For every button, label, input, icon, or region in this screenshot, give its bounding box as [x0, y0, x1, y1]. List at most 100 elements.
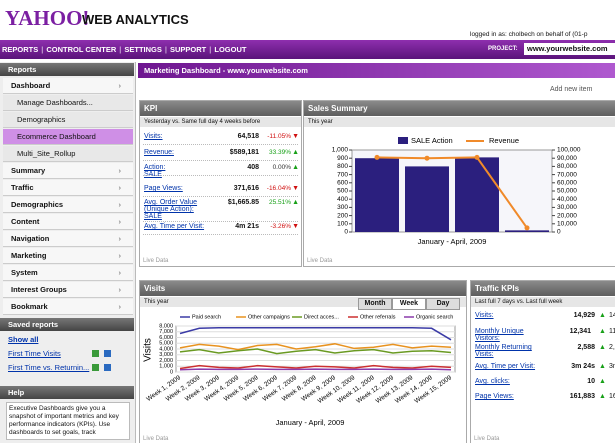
- kpi-value: 14,929: [573, 312, 595, 319]
- nav-item[interactable]: CONTROL CENTER: [46, 45, 117, 54]
- tab[interactable]: Day: [426, 298, 460, 310]
- panel-subtitle: This year: [304, 117, 615, 127]
- y-tick-label: 200: [337, 212, 348, 219]
- y2-tick-label: 100,000: [557, 147, 581, 154]
- kpi-previous: 2,: [609, 344, 615, 351]
- trend-icon: ▲: [599, 393, 606, 400]
- y2-tick-label: 40,000: [557, 196, 577, 203]
- kpi-label[interactable]: Visits:: [475, 312, 494, 319]
- project-label: PROJECT:: [488, 46, 518, 52]
- kpi-label[interactable]: Monthly Returning Visits:: [475, 344, 532, 358]
- menu-item[interactable]: Traffic ›: [3, 180, 133, 196]
- kpi-label[interactable]: Visits:: [144, 133, 163, 140]
- trend-icon: ▲: [292, 199, 299, 206]
- kpi-value: 371,616: [233, 185, 259, 192]
- menu-item[interactable]: Bookmark ›: [3, 299, 133, 315]
- panel-title: Traffic KPIs: [471, 281, 615, 296]
- kpi-label[interactable]: Page Views:: [144, 185, 183, 192]
- menu-item[interactable]: Multi_Site_Rollup: [3, 146, 133, 162]
- panel-subtitle: Last full 7 days vs. Last full week: [471, 297, 615, 307]
- nav-menu: REPORTS | CONTROL CENTER | SETTINGS | SUPPORT |…: [2, 45, 247, 54]
- tab[interactable]: Week: [392, 298, 426, 310]
- y-tick-label: 0: [344, 229, 348, 236]
- row-line: [143, 175, 298, 176]
- project-select[interactable]: www.yourwebsite.com: [524, 43, 615, 55]
- y-tick-label: 500: [337, 188, 348, 195]
- legend-label: Organic search: [416, 314, 453, 320]
- menu-item[interactable]: Marketing ›: [3, 248, 133, 264]
- menu-item[interactable]: Demographics ›: [3, 197, 133, 213]
- y-tick-label: 300: [337, 204, 348, 211]
- nav-item[interactable]: SUPPORT: [169, 45, 207, 54]
- nav-item[interactable]: REPORTS: [2, 45, 39, 54]
- saved-report[interactable]: First Time vs. Returnin...: [8, 363, 90, 372]
- legend-label: Revenue: [489, 136, 519, 145]
- menu-item[interactable]: Summary ›: [3, 163, 133, 179]
- menu-item[interactable]: Dashboard ›: [3, 78, 133, 94]
- kpi-change: 25.51%: [268, 199, 291, 206]
- kpi-previous: 14,: [609, 312, 615, 319]
- kpi-label[interactable]: Avg. Time per Visit:: [144, 223, 205, 230]
- panel-subtitle: Yesterday vs. Same full day 4 weeks befo…: [140, 117, 301, 127]
- y2-tick-label: 80,000: [557, 163, 577, 170]
- logo: YAHOO!: [5, 6, 90, 30]
- kpi-label[interactable]: Avg. clicks:: [475, 378, 510, 385]
- legend-swatch: [398, 137, 408, 144]
- trend-icon: ▲: [599, 378, 606, 385]
- menu-item[interactable]: Ecommerce Dashboard: [3, 129, 133, 145]
- row-line: [143, 221, 298, 222]
- line: [179, 326, 452, 341]
- bar: [405, 166, 449, 232]
- product-name: WEB ANALYTICS: [82, 12, 189, 27]
- y-tick-label: 6,000: [159, 335, 173, 341]
- panel-footer: Live Data: [143, 436, 169, 442]
- kpi-value: 4m 21s: [235, 223, 259, 230]
- kpi-label[interactable]: Monthly Unique Visitors:: [475, 328, 524, 342]
- kpi-label[interactable]: Action: SALE: [144, 164, 166, 178]
- legend-label: Direct acces...: [304, 314, 339, 320]
- kpi-label[interactable]: Avg. Order Value (Unique Action): SALE: [144, 199, 198, 220]
- menu-item[interactable]: Manage Dashboards...: [3, 95, 133, 111]
- saved-report[interactable]: First Time Visits: [8, 349, 61, 358]
- kpi-panel: KPI Yesterday vs. Same full day 4 weeks …: [139, 100, 302, 267]
- icon: [92, 364, 99, 371]
- icon: [104, 350, 111, 357]
- saved-report[interactable]: Show all: [8, 335, 39, 344]
- menu-item[interactable]: System ›: [3, 265, 133, 281]
- y-tick-label: 600: [337, 180, 348, 187]
- kpi-value: 3m 24s: [571, 363, 595, 370]
- menu-item[interactable]: Demographics: [3, 112, 133, 128]
- menu-item[interactable]: Content ›: [3, 214, 133, 230]
- kpi-label[interactable]: Revenue:: [144, 149, 174, 156]
- tab[interactable]: Month: [358, 298, 392, 310]
- kpi-label[interactable]: Page Views:: [475, 393, 514, 400]
- bar: [355, 158, 399, 232]
- row-line: [143, 144, 298, 145]
- y-tick-label: 3,000: [159, 352, 173, 358]
- trend-icon: ▲: [599, 328, 606, 335]
- traffic-panel: Traffic KPIs Last full 7 days vs. Last f…: [470, 280, 615, 443]
- trend-icon: ▲: [599, 312, 606, 319]
- section-header: Reports: [0, 63, 134, 76]
- kpi-previous: 11,: [609, 328, 615, 335]
- y-tick-label: 7,000: [159, 329, 173, 335]
- kpi-label[interactable]: Avg. Time per Visit:: [475, 363, 536, 370]
- y-tick-label: 8,000: [159, 323, 173, 329]
- menu-item[interactable]: Navigation ›: [3, 231, 133, 247]
- trend-icon: ▲: [292, 149, 299, 156]
- line: [179, 343, 452, 351]
- section-header: Help: [0, 386, 134, 399]
- menu-item[interactable]: Interest Groups ›: [3, 282, 133, 298]
- nav-item[interactable]: LOGOUT: [214, 45, 247, 54]
- panel-footer: Live Data: [307, 258, 333, 264]
- panel-title: KPI: [140, 101, 301, 116]
- nav-item[interactable]: SETTINGS: [124, 45, 162, 54]
- kpi-previous: 3m: [609, 363, 615, 370]
- add-item[interactable]: Add new item: [550, 86, 593, 93]
- legend-label: Other campaigns: [248, 314, 290, 320]
- y2-tick-label: 70,000: [557, 171, 577, 178]
- kpi-value: 2,588: [577, 344, 595, 351]
- kpi-change: 0.00%: [272, 164, 291, 171]
- panel-subtitle: This year: [140, 297, 466, 307]
